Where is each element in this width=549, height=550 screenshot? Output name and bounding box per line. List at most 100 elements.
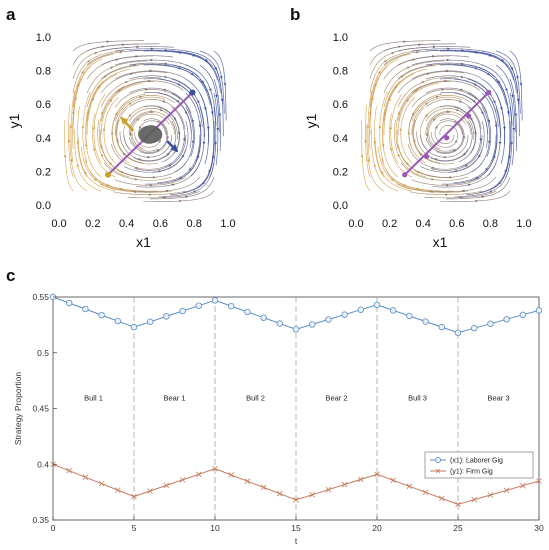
panel-a-stream-arrow-8 <box>87 59 91 63</box>
panel-b-stream-arrow-113 <box>489 189 493 193</box>
series-0-point-14 <box>276 320 283 327</box>
series-1-point-1 <box>66 467 72 474</box>
panel-a-y-label: y1 <box>6 113 22 128</box>
series-0-point-22 <box>406 312 413 320</box>
panel-b-streamplot: 0.0 0.2 0.4 0.6 0.8 1.00.00.20.40.60.81.0 x1 … <box>303 32 532 250</box>
panel-b-stream-arrow-51 <box>458 99 462 103</box>
panel-a-x-label: x1 <box>136 234 151 250</box>
series-0-point-15 <box>292 326 300 333</box>
panel-a-stream-arrow-20 <box>115 58 119 62</box>
panel-a-stream-arrow-115 <box>208 169 212 173</box>
panel-a-streamline-46 <box>111 101 130 164</box>
panel-b-streamline-55 <box>381 158 441 192</box>
series-0-point-2 <box>82 305 89 313</box>
panel-b-stream-arrow-80 <box>431 166 435 170</box>
panel-b-ytick-0: 0.0 <box>333 200 348 212</box>
panel-a-xtick-3: 0.6 <box>153 218 168 230</box>
panel-b-stream-arrow-81 <box>434 158 438 161</box>
series-0-point-12 <box>244 308 251 316</box>
series-1-point-18 <box>341 481 348 488</box>
legend-marker-0 <box>434 456 441 463</box>
series-0-point-4 <box>114 317 121 325</box>
panel-b-stream-arrow-39 <box>435 95 439 99</box>
panel-a-stream-arrow-74 <box>184 111 188 115</box>
series-0-point-27 <box>487 320 494 327</box>
panel-a-stream-arrow-51 <box>162 99 166 103</box>
panel-b-streamline-50 <box>425 99 482 130</box>
panel-a-stream-arrow-45 <box>93 178 97 182</box>
panel-b-stream-arrow-19 <box>406 66 410 70</box>
panel-a-stream-arrow-19 <box>110 66 114 70</box>
series-0-point-24 <box>438 323 445 331</box>
series-0-point-13 <box>260 314 267 321</box>
legend-box <box>424 451 534 479</box>
panel-c-ytick-0: 0.35 <box>32 515 49 525</box>
panel-b-stream-arrow-57 <box>405 162 409 166</box>
series-0-point-5 <box>130 323 138 331</box>
panel-b-stream-arrow-46 <box>397 153 401 157</box>
panel-a-xtick-4: 0.8 <box>187 218 202 230</box>
panel-b-stream-arrow-94 <box>478 154 481 158</box>
panel-c-ytick-4: 0.55 <box>32 292 49 302</box>
panel-b-point-4 <box>486 89 492 96</box>
panel-a-xtick-0: 0.0 <box>51 218 66 230</box>
panel-a-stream-arrow-80 <box>134 166 138 170</box>
series-0-point-29 <box>519 311 526 319</box>
panel-b-point-1 <box>423 153 430 159</box>
series-0-point-6 <box>146 318 154 325</box>
panel-a-stream-arrow-69 <box>122 152 126 156</box>
panel-a-stream-arrow-23 <box>76 163 80 168</box>
series-1-point-6 <box>147 488 153 494</box>
panel-a-stream-arrow-94 <box>181 154 185 158</box>
panel-a-stream-arrow-16 <box>91 97 94 101</box>
panel-a-stream-arrow-27 <box>109 99 113 103</box>
panel-a-stream-arrow-46 <box>100 153 104 157</box>
panel-a-point-1 <box>189 89 196 96</box>
panel-b-streamline-87 <box>467 50 517 93</box>
panel-b-stream-arrow-102 <box>467 183 471 186</box>
panel-a-streamline-13 <box>82 91 91 164</box>
series-0-point-7 <box>163 313 170 320</box>
panel-c-line-chart: Bull 1 Bear 1 Bull 2 Bear 2 Bull 3 Bear 3 0 5 1… <box>13 292 544 546</box>
panel-b-ytick-3: 0.6 <box>333 99 348 111</box>
panel-a-ytick-3: 0.6 <box>36 99 51 111</box>
panel-b-x-label: x1 <box>433 234 448 250</box>
series-1-point-2 <box>82 474 89 480</box>
panel-b-stream-arrow-60 <box>455 140 458 144</box>
series-0-point-9 <box>195 302 202 309</box>
panel-b-stream-arrow-58 <box>413 138 416 143</box>
panel-b-stream-arrow-76 <box>487 72 491 76</box>
panel-b-stream-arrow-52 <box>459 88 464 91</box>
panel-b-streamline-66 <box>386 171 455 192</box>
panel-b-stream-arrow-18 <box>400 75 404 79</box>
series-1-point-22 <box>406 483 413 490</box>
panel-b-stream-arrow-115 <box>504 169 508 173</box>
series-1-point-16 <box>309 492 315 498</box>
series-1-point-21 <box>390 477 396 484</box>
legend-items: (x1): Laborer Gig (y1): Firm Gig <box>430 456 503 476</box>
panel-a-points <box>105 89 196 178</box>
panel-b-xtick-5: 1.0 <box>516 218 531 230</box>
panel-a-stream-arrow-17 <box>97 85 101 89</box>
panel-a-stream-arrow-30 <box>129 72 133 76</box>
series-0-point-11 <box>227 302 235 310</box>
series-1-point-7 <box>163 482 170 489</box>
panel-b-point-2 <box>444 135 450 141</box>
panel-a-direction-arrows <box>120 116 179 153</box>
panel-b-xtick-4: 0.8 <box>483 218 498 230</box>
panel-a-ytick-0: 0.0 <box>36 200 51 212</box>
panel-a-stream-arrow-88 <box>204 58 208 62</box>
panel-b-ytick-5: 1.0 <box>333 32 348 44</box>
panel-b-stream-arrow-62 <box>469 117 473 121</box>
panel-b-point-3 <box>465 113 472 119</box>
series-0-point-30 <box>535 307 543 314</box>
series-0-point-20 <box>373 301 381 309</box>
panel-c-ytick-3: 0.5 <box>37 348 49 358</box>
panel-b-diagonal-line <box>404 91 490 176</box>
panel-c-xtick-0: 0 <box>51 523 56 533</box>
panel-a-stream-arrow-72 <box>156 148 160 152</box>
panel-a-stream-arrow-18 <box>103 75 107 79</box>
series-0-point-19 <box>357 306 364 313</box>
panel-b-streamline-13 <box>379 91 388 164</box>
